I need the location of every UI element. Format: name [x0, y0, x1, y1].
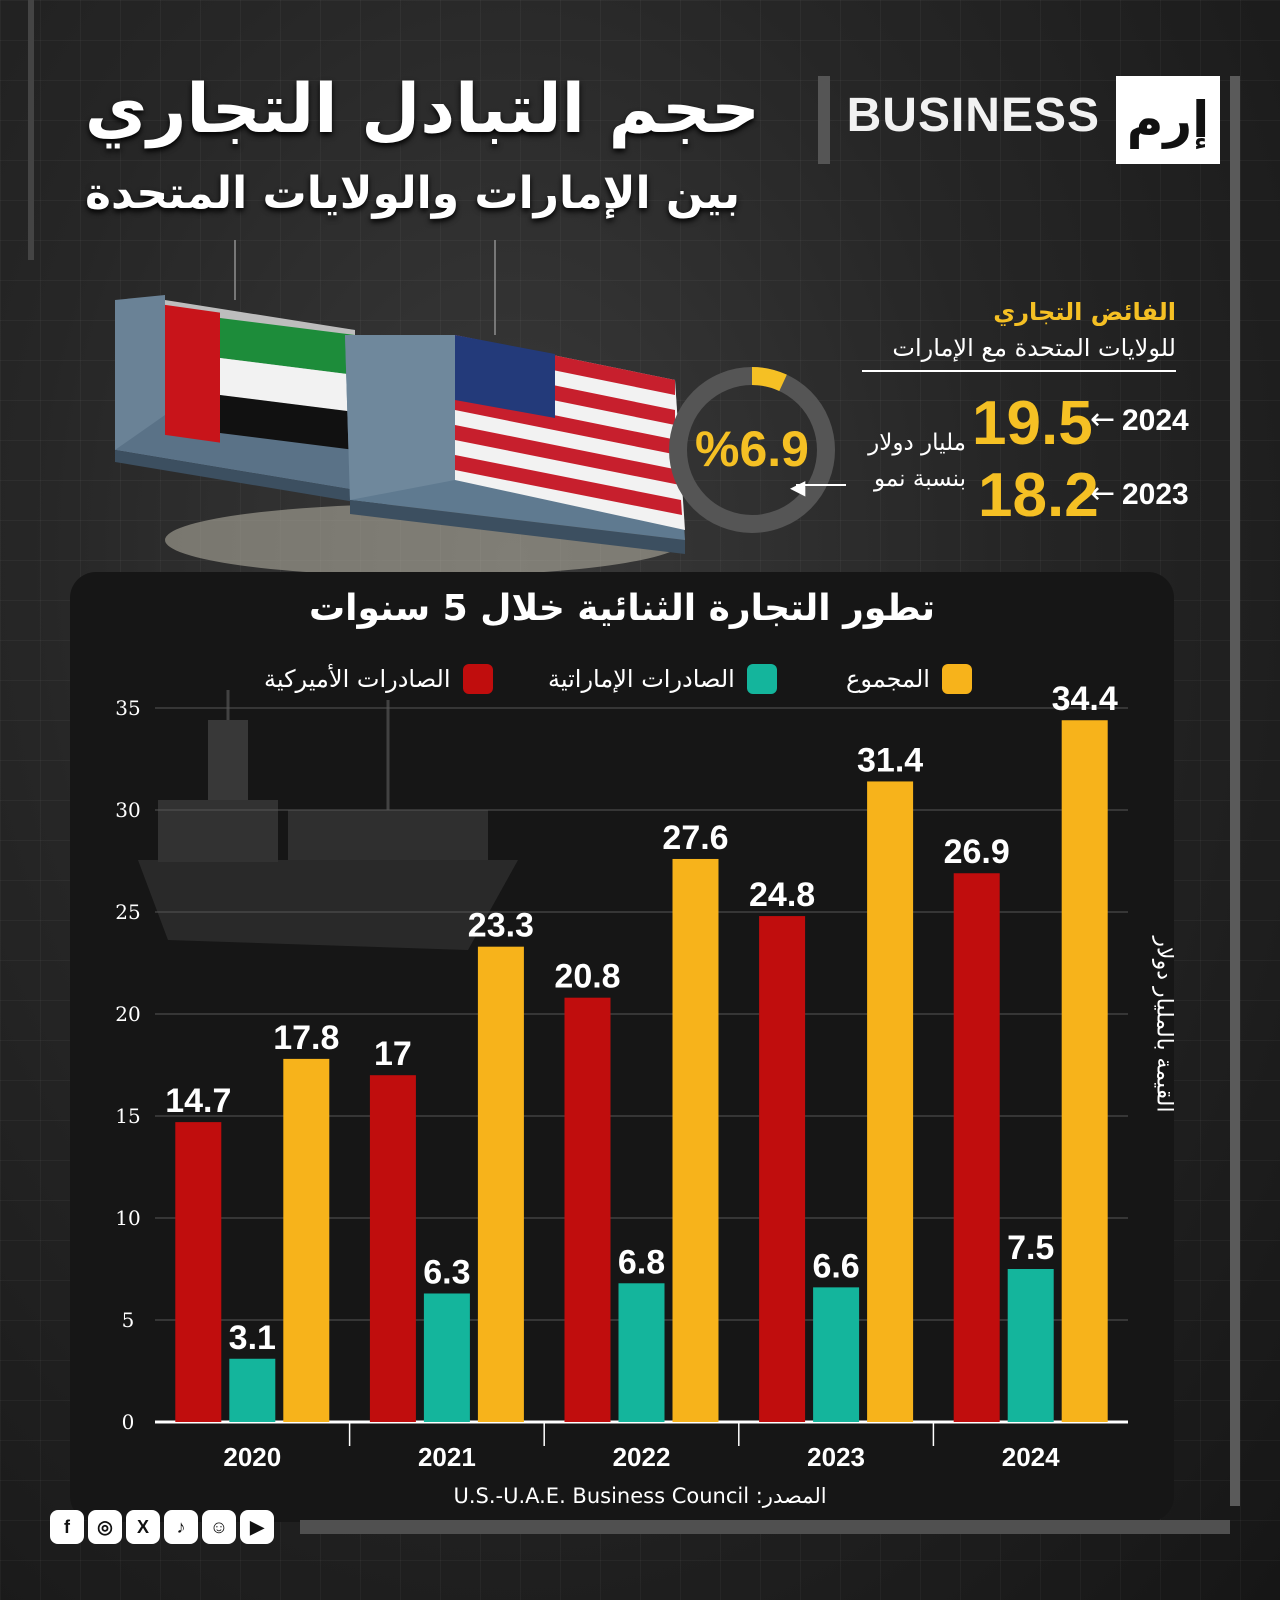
bar	[564, 997, 611, 1422]
bar	[369, 1075, 416, 1422]
legend-label: الصادرات الإماراتية	[548, 665, 735, 693]
bar	[477, 946, 524, 1422]
bar	[1007, 1269, 1054, 1422]
y-tick-label: 35	[115, 696, 140, 720]
bar	[229, 1358, 276, 1422]
growth-donut	[669, 367, 835, 533]
data-label: 14.7	[165, 1082, 231, 1120]
decor-bar-left	[28, 0, 34, 260]
social-icons: f ◎ X ♪ ☺ ▶	[50, 1510, 274, 1544]
y-tick-label: 20	[115, 1002, 140, 1026]
data-label: 23.3	[468, 907, 534, 945]
data-label: 27.6	[662, 819, 728, 857]
surplus-value-2023: 18.2	[978, 461, 1099, 530]
y-axis-label: القيمة بالمليار دولار	[1151, 936, 1177, 1113]
legend-label: المجموع	[846, 665, 930, 693]
growth-arrow	[796, 484, 846, 486]
tiktok-icon[interactable]: ♪	[164, 1510, 198, 1544]
data-label: 26.9	[944, 833, 1010, 871]
y-tick-label: 15	[115, 1104, 140, 1128]
x-tick-label: 2020	[223, 1442, 281, 1472]
arrow-left-icon: ◀	[790, 475, 806, 499]
y-tick-label: 0	[122, 1410, 135, 1434]
data-label: 6.8	[618, 1243, 665, 1281]
data-label: 24.8	[749, 876, 815, 914]
bar	[953, 873, 1000, 1422]
data-label: 17	[374, 1035, 412, 1073]
surplus-value-2024: 19.5	[972, 389, 1093, 458]
y-tick-label: 25	[115, 900, 140, 924]
surplus-subtitle: للولايات المتحدة مع الإمارات	[892, 334, 1176, 362]
data-label: 6.6	[812, 1247, 859, 1285]
brand-logo-mark: إرم	[1116, 76, 1220, 164]
arrow-icon: ←	[1090, 476, 1116, 511]
brand-divider	[818, 76, 830, 164]
legend-swatch-red	[462, 664, 493, 694]
uae-container	[115, 295, 355, 502]
bar	[283, 1058, 330, 1422]
legend-item-us-exports: الصادرات الأميركية	[264, 660, 493, 698]
x-tick-label: 2023	[807, 1442, 865, 1472]
brand-logo-text: BUSINESS	[846, 89, 1100, 142]
surplus-year-2024: 2024	[1122, 404, 1189, 437]
arrow-icon: ←	[1090, 402, 1116, 437]
decor-bar-right	[1230, 76, 1240, 1506]
y-tick-label: 10	[115, 1206, 140, 1230]
bar	[759, 916, 806, 1422]
growth-label: بنسبة نمو	[873, 466, 966, 492]
bar	[175, 1122, 222, 1422]
bar	[1061, 720, 1108, 1422]
footer-bar	[300, 1520, 1230, 1534]
data-label: 7.5	[1007, 1229, 1054, 1267]
bar	[423, 1293, 470, 1422]
surplus-year-2023: 2023	[1122, 478, 1189, 511]
snapchat-icon[interactable]: ☺	[202, 1510, 236, 1544]
instagram-icon[interactable]: ◎	[88, 1510, 122, 1544]
data-label: 20.8	[554, 958, 620, 996]
x-icon[interactable]: X	[126, 1510, 160, 1544]
usa-container	[345, 335, 685, 554]
shipping-containers-illustration	[115, 240, 685, 576]
page-title: حجم التبادل التجاري	[84, 70, 760, 149]
y-tick-label: 5	[122, 1308, 135, 1332]
y-tick-label: 30	[115, 798, 140, 822]
data-label: 6.3	[423, 1253, 470, 1291]
legend-item-uae-exports: الصادرات الإماراتية	[548, 660, 777, 698]
x-tick-label: 2022	[613, 1442, 671, 1472]
legend-label: الصادرات الأميركية	[264, 665, 451, 693]
bar	[618, 1283, 665, 1422]
legend-swatch-teal	[746, 664, 777, 694]
growth-percentage: %6.9	[695, 421, 809, 477]
bar	[672, 858, 719, 1422]
bar	[813, 1287, 860, 1422]
facebook-icon[interactable]: f	[50, 1510, 84, 1544]
chart-title: تطور التجارة الثنائية خلال 5 سنوات	[308, 588, 936, 629]
data-label: 31.4	[857, 741, 923, 779]
x-tick-label: 2024	[1002, 1442, 1060, 1472]
source-note: U.S.-U.A.E. Business Council :المصدر	[453, 1484, 827, 1508]
surplus-title: الفائض التجاري	[993, 298, 1176, 326]
data-label: 3.1	[229, 1319, 276, 1357]
surplus-unit: مليار دولار	[868, 430, 966, 456]
bar	[867, 781, 914, 1422]
data-label: 34.4	[1052, 680, 1118, 718]
surplus-divider	[862, 370, 1176, 372]
cargo-ship-illustration	[138, 690, 518, 950]
page-subtitle: بين الإمارات والولايات المتحدة	[85, 168, 740, 219]
legend-item-total: المجموع	[846, 660, 972, 698]
data-label: 17.8	[273, 1019, 339, 1057]
legend-swatch-yellow	[941, 664, 972, 694]
youtube-icon[interactable]: ▶	[240, 1510, 274, 1544]
x-tick-label: 2021	[418, 1442, 476, 1472]
